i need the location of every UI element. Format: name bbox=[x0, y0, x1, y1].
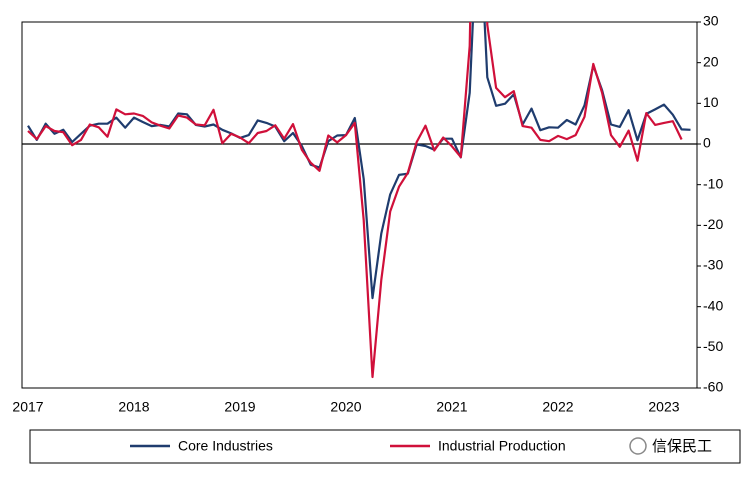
lines bbox=[27, 22, 691, 379]
y-tick-label: 10 bbox=[703, 94, 719, 110]
series-line bbox=[27, 22, 691, 300]
y-tick-label: -40 bbox=[703, 297, 723, 313]
x-tick-label: 2017 bbox=[12, 399, 43, 415]
x-tick-label: 2018 bbox=[118, 399, 149, 415]
watermark: 信保民工 bbox=[629, 437, 712, 455]
plot-frame bbox=[21, 21, 698, 389]
watermark-text: 信保民工 bbox=[652, 438, 712, 455]
y-tick-label: 20 bbox=[703, 53, 719, 69]
legend-box bbox=[29, 429, 741, 464]
x-tick-label: 2020 bbox=[330, 399, 361, 415]
legend-label: Core Industries bbox=[178, 438, 273, 454]
series-line bbox=[27, 22, 683, 379]
y-tick-label: -50 bbox=[703, 338, 723, 354]
x-tick-label: 2022 bbox=[542, 399, 573, 415]
x-tick-label: 2021 bbox=[436, 399, 467, 415]
y-tick-label: -10 bbox=[703, 175, 723, 191]
y-tick-label: -20 bbox=[703, 216, 723, 232]
y-tick-label: -60 bbox=[703, 379, 723, 395]
legend-label: Industrial Production bbox=[438, 438, 566, 454]
y-tick-label: 0 bbox=[703, 135, 711, 151]
x-tick-label: 2023 bbox=[648, 399, 679, 415]
y-tick-label: -30 bbox=[703, 257, 723, 273]
watermark-icon bbox=[629, 437, 647, 455]
x-tick-label: 2019 bbox=[224, 399, 255, 415]
y-tick-label: 30 bbox=[703, 13, 719, 29]
